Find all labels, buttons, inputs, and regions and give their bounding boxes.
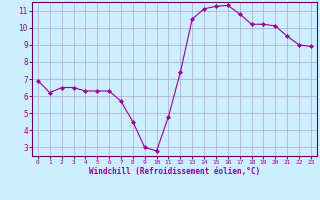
X-axis label: Windchill (Refroidissement éolien,°C): Windchill (Refroidissement éolien,°C) [89, 167, 260, 176]
